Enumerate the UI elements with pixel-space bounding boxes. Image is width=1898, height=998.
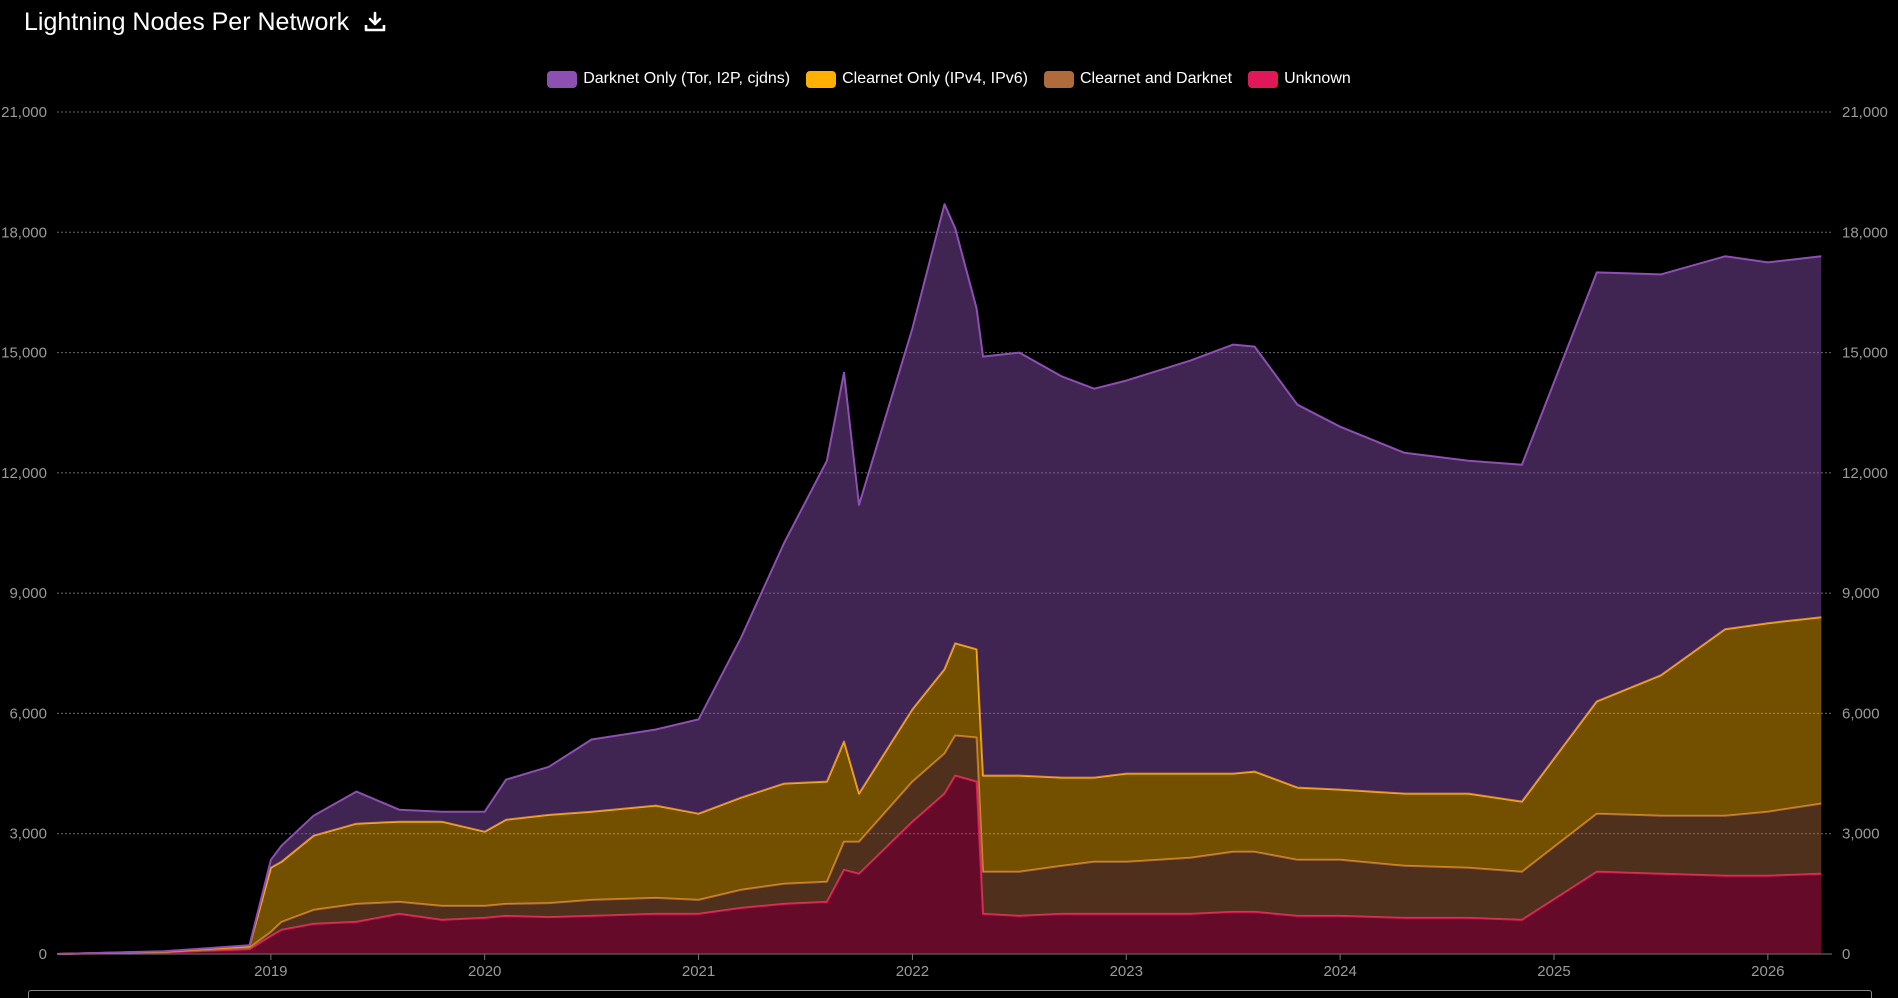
y-tick-label: 12,000 [1,465,47,482]
y-tick-label: 18,000 [1,224,47,241]
legend-swatch [547,70,578,88]
legend-item[interactable]: Darknet Only (Tor, I2P, cjdns) [547,70,790,88]
legend-label: Unknown [1284,70,1351,87]
y-tick-label-right: 21,000 [1842,104,1888,121]
x-tick-label: 2022 [896,963,929,980]
scroll-bar[interactable] [28,990,1872,998]
chart-title: Lightning Nodes Per Network [24,7,350,36]
series-line-unknown [56,774,1822,955]
series-area-darknet-only-tor-i2p-cjdns [57,204,1822,954]
series-area-unknown [57,775,1822,954]
y-tick-label-right: 0 [1842,946,1850,963]
legend-item[interactable]: Unknown [1248,70,1351,88]
series-line-darknet-only-tor-i2p-cjdns [56,203,1822,955]
legend-label: Clearnet Only (IPv4, IPv6) [842,70,1028,87]
download-icon[interactable] [363,10,387,34]
y-tick-label-right: 12,000 [1842,465,1888,482]
x-tick-label: 2024 [1323,963,1356,980]
legend-swatch [1248,70,1279,88]
y-tick-label: 21,000 [1,104,47,121]
x-tick-label: 2025 [1537,963,1570,980]
y-tick-label: 6,000 [9,705,47,722]
x-tick-label: 2026 [1751,963,1784,980]
x-tick-label: 2020 [468,963,501,980]
legend-label: Darknet Only (Tor, I2P, cjdns) [583,70,791,87]
legend-label: Clearnet and Darknet [1079,70,1233,87]
legend-item[interactable]: Clearnet and Darknet [1043,70,1233,88]
legend-swatch [806,70,837,88]
y-tick-label-right: 15,000 [1842,345,1888,362]
y-tick-label-right: 18,000 [1842,224,1888,241]
chart-header: Lightning Nodes Per Network [24,4,387,40]
legend-swatch [1043,70,1074,88]
series-area-clearnet-and-darknet [57,735,1822,954]
y-tick-label: 3,000 [9,826,47,843]
x-tick-label: 2019 [254,963,287,980]
y-tick-label-right: 3,000 [1842,826,1880,843]
y-tick-label: 15,000 [1,345,47,362]
y-tick-label-right: 6,000 [1842,705,1880,722]
series-area-clearnet-only-ipv4-ipv6 [57,617,1822,954]
chart-legend: Darknet Only (Tor, I2P, cjdns) Clearnet O… [0,70,1898,88]
x-tick-label: 2021 [682,963,715,980]
y-tick-label: 9,000 [9,585,47,602]
y-tick-label: 0 [39,946,47,963]
y-tick-label-right: 9,000 [1842,585,1880,602]
series-line-clearnet-and-darknet [56,734,1822,955]
x-tick-label: 2023 [1110,963,1143,980]
series-line-clearnet-only-ipv4-ipv6 [56,616,1822,955]
legend-item[interactable]: Clearnet Only (IPv4, IPv6) [806,70,1028,88]
